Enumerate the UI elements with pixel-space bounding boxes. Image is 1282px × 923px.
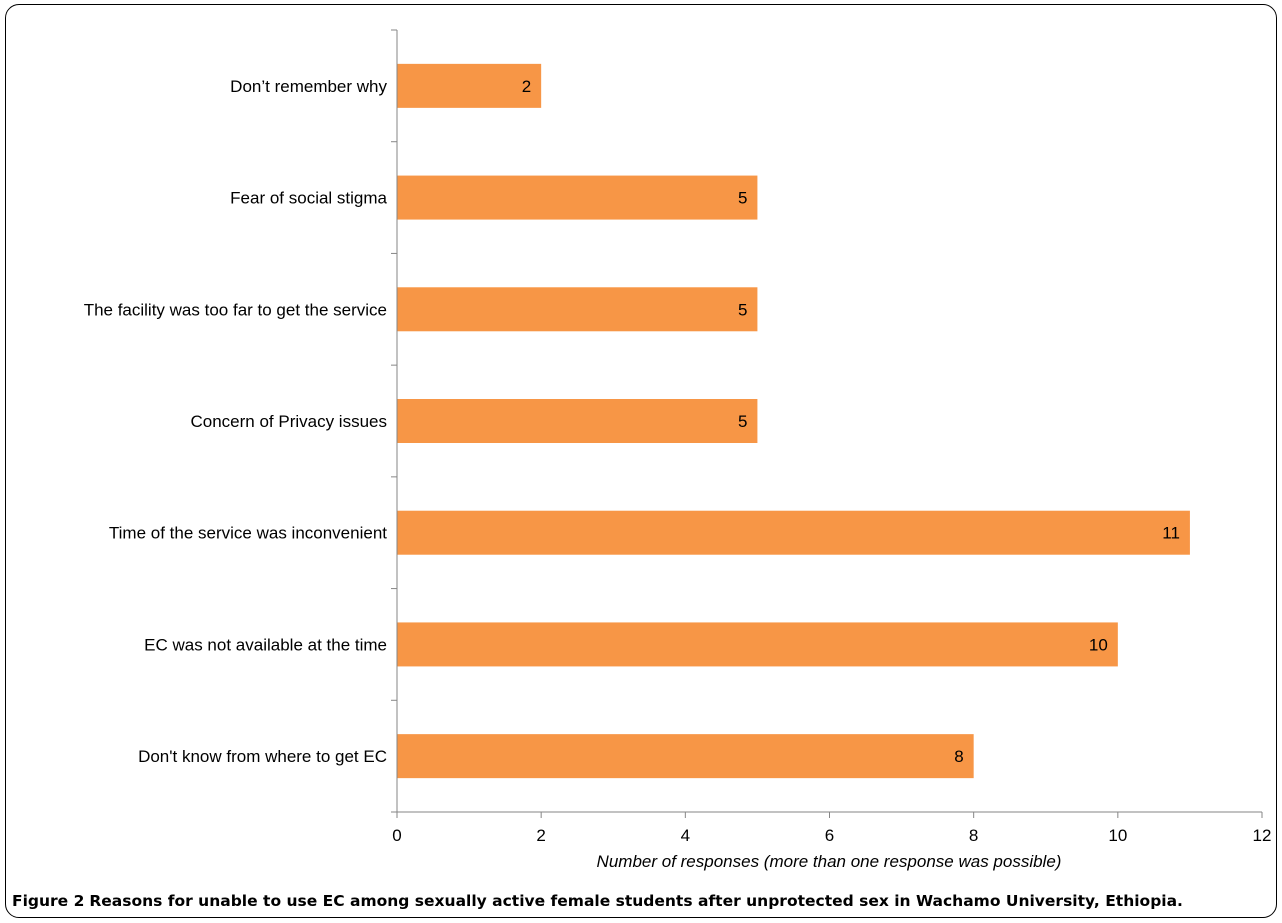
- x-tick-label: 10: [1108, 826, 1127, 845]
- bar: [397, 175, 758, 220]
- category-label: Time of the service was inconvenient: [109, 524, 387, 543]
- bar: [397, 399, 758, 443]
- category-label: Don't know from where to get EC: [138, 747, 387, 766]
- category-label: The facility was too far to get the serv…: [84, 300, 387, 319]
- axes-group: [391, 29, 1263, 818]
- data-label: 2: [522, 77, 531, 96]
- data-label: 8: [954, 747, 963, 766]
- figure-frame: [5, 4, 1277, 918]
- category-label: EC was not available at the time: [144, 635, 387, 654]
- x-tick-label: 4: [681, 826, 690, 845]
- data-label: 10: [1089, 635, 1108, 654]
- bar: [397, 734, 974, 779]
- bar: [397, 622, 1118, 667]
- data-label: 5: [738, 189, 747, 208]
- x-tick-label: 8: [969, 826, 978, 845]
- bar: [397, 63, 542, 108]
- figure-caption: Figure 2 Reasons for unable to use EC am…: [12, 892, 1274, 910]
- data-label: 11: [1162, 524, 1180, 543]
- category-label: Don’t remember why: [230, 77, 387, 96]
- x-tick-label: 12: [1253, 826, 1272, 845]
- figure-number: Figure 2: [12, 892, 85, 910]
- category-label: Fear of social stigma: [230, 189, 387, 208]
- x-tick-label: 0: [392, 826, 401, 845]
- data-label: 5: [738, 300, 747, 319]
- x-axis-title: Number of responses (more than one respo…: [597, 852, 1062, 871]
- x-tick-label: 6: [825, 826, 834, 845]
- bar: [397, 510, 1190, 555]
- data-label: 5: [738, 412, 747, 431]
- bars-group: [397, 63, 1190, 779]
- x-tick-label: 2: [536, 826, 545, 845]
- bar: [397, 287, 758, 332]
- labels-group: 2 Don’t remember why 5 Fear of social stigm…: [84, 77, 1272, 845]
- caption-text: Reasons for unable to use EC among sexua…: [89, 892, 1183, 910]
- category-label: Concern of Privacy issues: [190, 412, 387, 431]
